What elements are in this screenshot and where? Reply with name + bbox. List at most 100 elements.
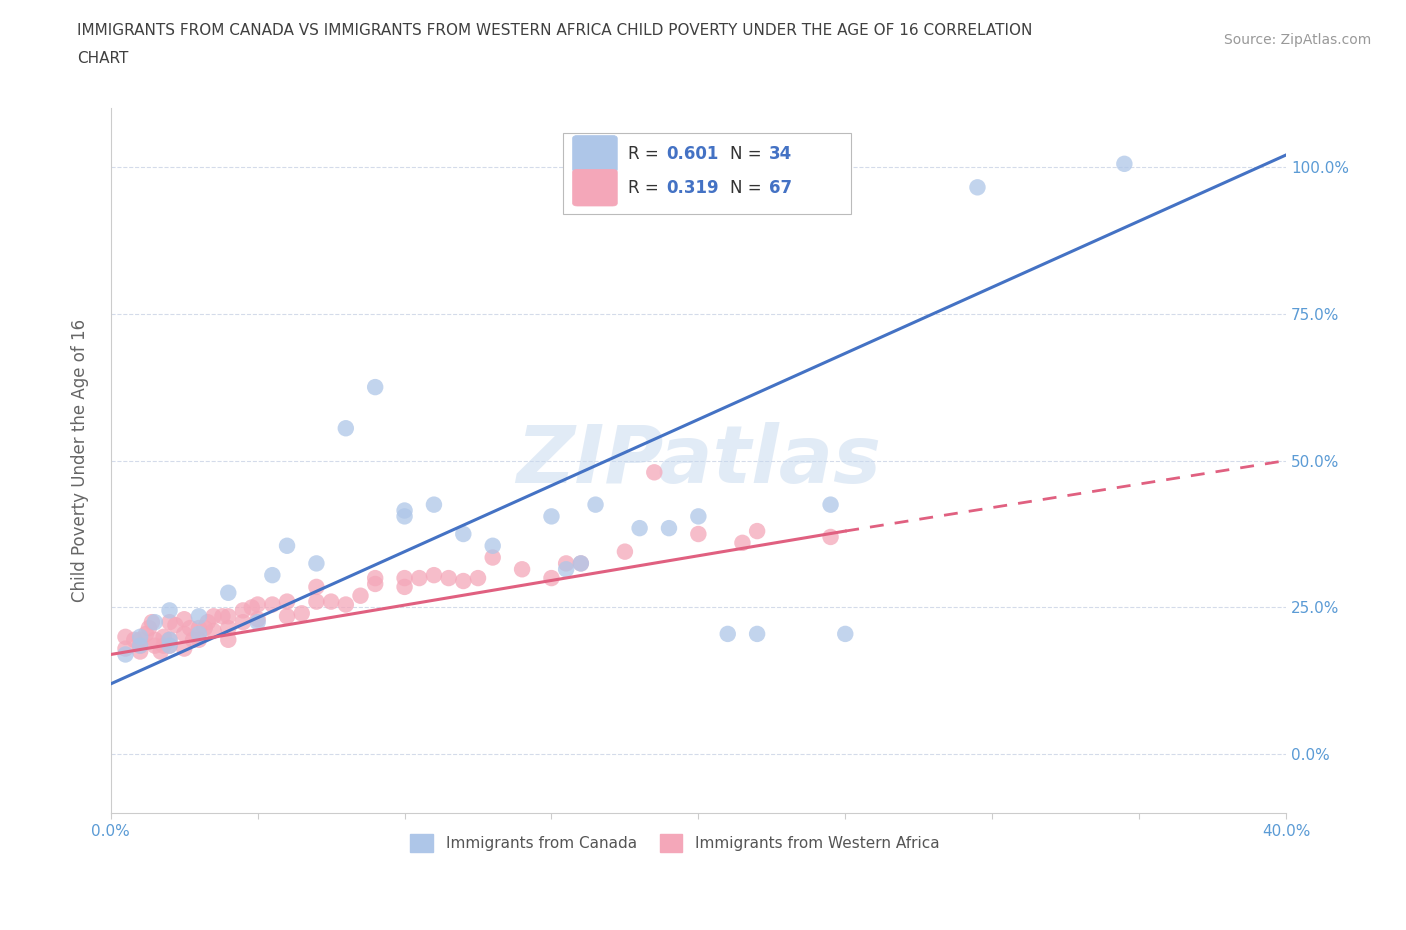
Point <box>217 609 239 624</box>
Point <box>966 179 988 194</box>
FancyBboxPatch shape <box>572 169 617 206</box>
Point <box>135 627 157 642</box>
Point <box>437 571 460 586</box>
Point <box>262 597 284 612</box>
Text: 34: 34 <box>769 145 792 163</box>
Point <box>321 594 343 609</box>
Point <box>305 594 328 609</box>
Point <box>173 627 195 642</box>
Point <box>585 498 607 512</box>
Point <box>232 615 254 630</box>
Point <box>481 538 503 553</box>
Point <box>467 571 489 586</box>
Point <box>745 524 768 538</box>
Point <box>159 638 181 653</box>
Point <box>628 521 651 536</box>
Point <box>143 638 166 653</box>
Point <box>165 618 187 632</box>
Point <box>197 615 219 630</box>
Point <box>481 550 503 565</box>
Point <box>129 638 152 653</box>
Point <box>555 562 578 577</box>
Point <box>820 498 842 512</box>
Point <box>173 641 195 656</box>
Point <box>114 630 136 644</box>
FancyBboxPatch shape <box>572 136 617 172</box>
Point <box>643 465 665 480</box>
Point <box>217 620 239 635</box>
Point <box>187 609 209 624</box>
Point <box>138 620 160 635</box>
Point <box>291 606 314 621</box>
Point <box>276 538 298 553</box>
Point <box>394 509 416 524</box>
Text: 67: 67 <box>769 179 792 196</box>
Point <box>731 536 754 551</box>
Point <box>349 589 371 604</box>
Point <box>181 632 204 647</box>
Y-axis label: Child Poverty Under the Age of 16: Child Poverty Under the Age of 16 <box>72 319 89 602</box>
Point <box>423 498 446 512</box>
Point <box>159 632 181 647</box>
Point <box>569 556 592 571</box>
Point <box>143 615 166 630</box>
Point <box>114 647 136 662</box>
Point <box>129 644 152 659</box>
Point <box>246 597 269 612</box>
Point <box>394 571 416 586</box>
Point <box>246 615 269 630</box>
Point <box>122 632 145 647</box>
Point <box>745 627 768 642</box>
Point <box>232 603 254 618</box>
Point <box>540 509 562 524</box>
Point <box>555 556 578 571</box>
Point <box>364 571 387 586</box>
Point <box>335 420 357 435</box>
Point <box>276 609 298 624</box>
Point <box>335 597 357 612</box>
Point <box>658 521 681 536</box>
Point <box>394 579 416 594</box>
Point <box>510 562 533 577</box>
Point <box>194 620 217 635</box>
Point <box>149 644 172 659</box>
Text: CHART: CHART <box>77 51 129 66</box>
Point <box>187 627 209 642</box>
Text: ZIPatlas: ZIPatlas <box>516 421 882 499</box>
FancyBboxPatch shape <box>564 133 851 214</box>
Point <box>114 641 136 656</box>
Legend: Immigrants from Canada, Immigrants from Western Africa: Immigrants from Canada, Immigrants from … <box>405 828 945 858</box>
Text: R =: R = <box>628 145 664 163</box>
Point <box>202 609 225 624</box>
Point <box>187 632 209 647</box>
Point <box>179 620 201 635</box>
Point <box>408 571 430 586</box>
Point <box>569 556 592 571</box>
Point <box>159 603 181 618</box>
Point <box>1114 156 1136 171</box>
Point <box>129 630 152 644</box>
Point <box>423 567 446 582</box>
Text: N =: N = <box>730 145 766 163</box>
Text: IMMIGRANTS FROM CANADA VS IMMIGRANTS FROM WESTERN AFRICA CHILD POVERTY UNDER THE: IMMIGRANTS FROM CANADA VS IMMIGRANTS FRO… <box>77 23 1032 38</box>
Point <box>305 579 328 594</box>
Point <box>613 544 636 559</box>
Text: Source: ZipAtlas.com: Source: ZipAtlas.com <box>1223 33 1371 46</box>
Text: 0.601: 0.601 <box>666 145 718 163</box>
Point <box>688 509 710 524</box>
Point <box>152 630 174 644</box>
Point <box>834 627 856 642</box>
Point <box>364 379 387 394</box>
Point <box>187 620 209 635</box>
Point <box>211 609 233 624</box>
Point <box>152 638 174 653</box>
Point <box>246 612 269 627</box>
Point <box>173 612 195 627</box>
Point <box>276 594 298 609</box>
Text: N =: N = <box>730 179 766 196</box>
Point <box>143 632 166 647</box>
Text: 0.319: 0.319 <box>666 179 720 196</box>
Point <box>364 577 387 591</box>
Point <box>129 632 152 647</box>
Point <box>159 632 181 647</box>
